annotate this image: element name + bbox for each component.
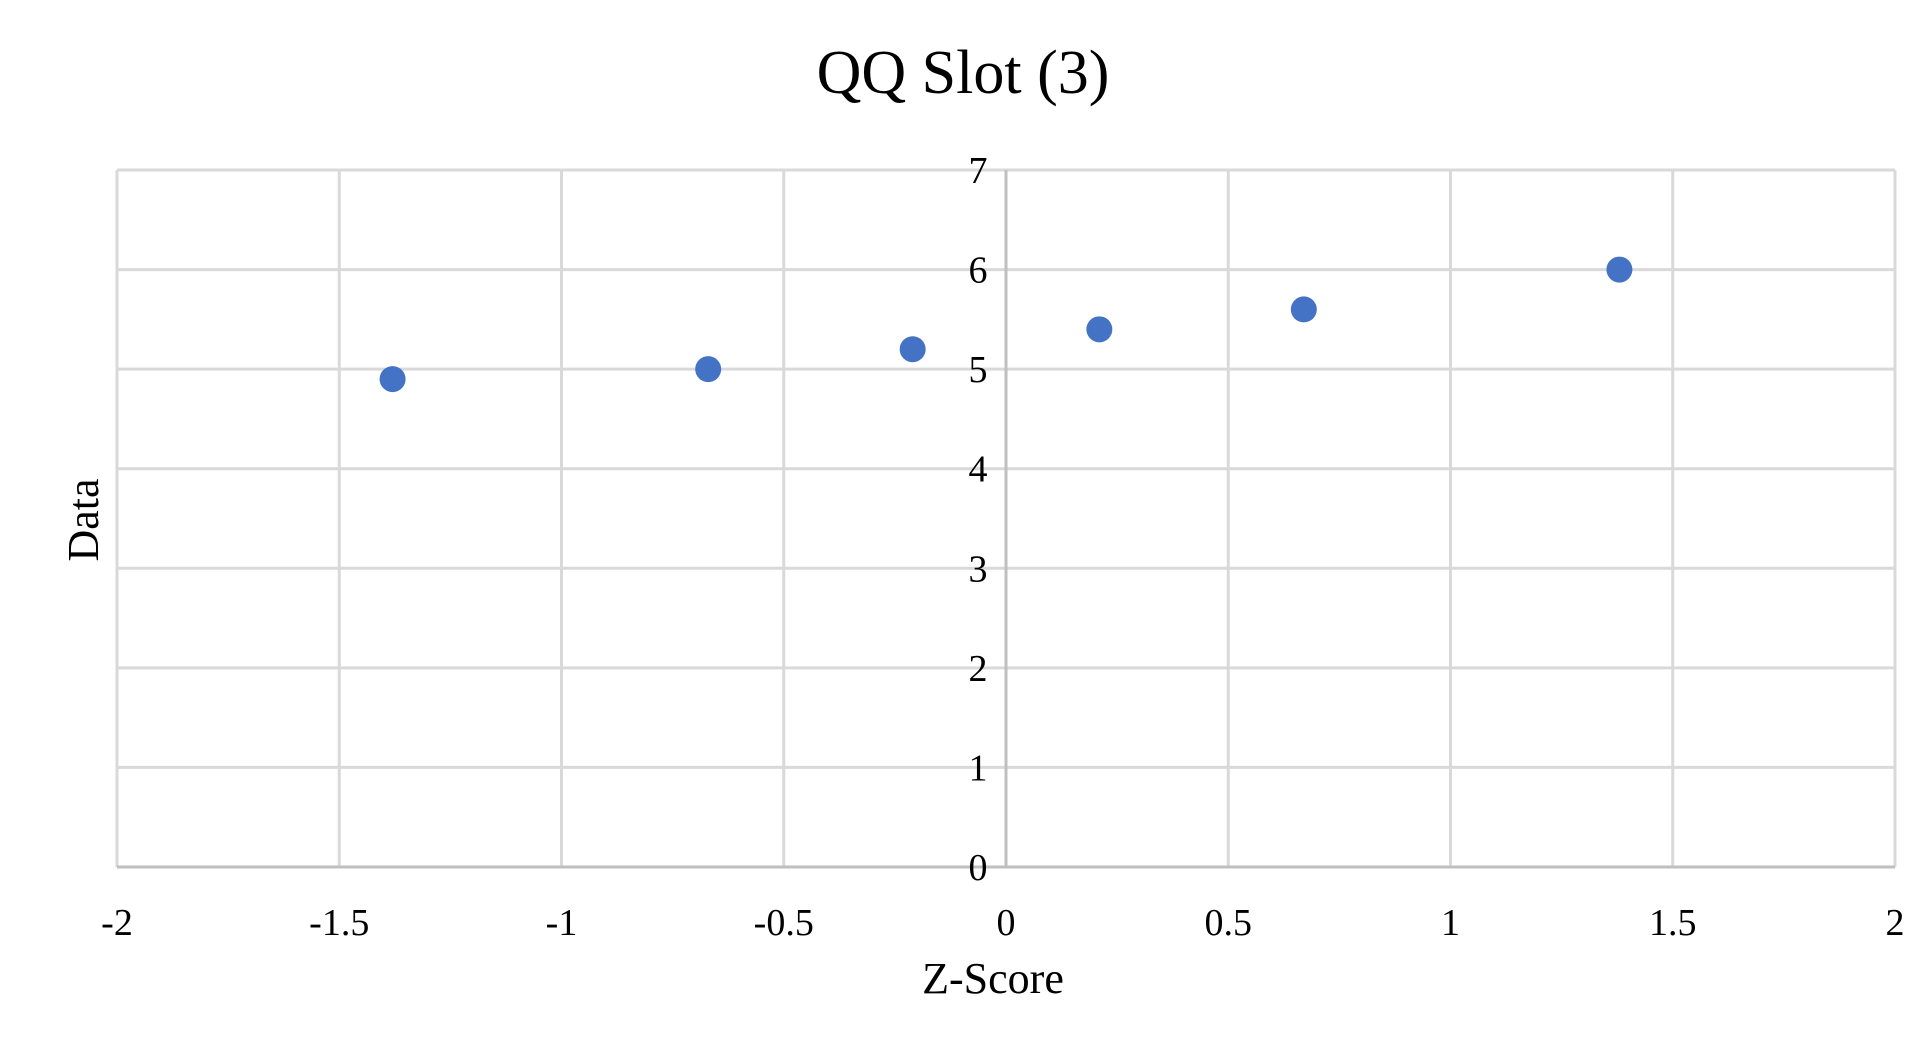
x-axis-title: Z-Score bbox=[922, 954, 1064, 1003]
y-tick-label: 6 bbox=[969, 250, 988, 292]
data-point bbox=[1606, 256, 1633, 283]
data-point bbox=[899, 336, 926, 363]
x-tick-label: 1 bbox=[1441, 902, 1460, 944]
data-point bbox=[1086, 316, 1113, 343]
y-tick-label: 1 bbox=[969, 747, 988, 789]
x-tick-label: 0.5 bbox=[1205, 902, 1253, 944]
x-tick-label: -1 bbox=[546, 902, 578, 944]
x-tick-label: 2 bbox=[1886, 902, 1905, 944]
data-points bbox=[379, 256, 1633, 393]
x-tick-label: -0.5 bbox=[754, 902, 814, 944]
y-tick-label: 5 bbox=[969, 349, 988, 391]
x-tick-label: -1.5 bbox=[309, 902, 369, 944]
y-tick-label: 4 bbox=[969, 449, 988, 491]
data-point bbox=[379, 366, 406, 393]
x-tick-label: -2 bbox=[101, 902, 133, 944]
y-tick-label: 7 bbox=[969, 150, 988, 192]
x-tick-label: 0 bbox=[997, 902, 1016, 944]
tick-labels: 0 1 2 3 4 5 6 7 -2 -1.5 -1 -0.5 0 0.5 1 1.5 2 bbox=[101, 150, 1904, 944]
chart-title: QQ Slot (3) bbox=[817, 39, 1110, 107]
data-point bbox=[1290, 296, 1317, 323]
y-axis-title: Data bbox=[59, 478, 108, 561]
axes bbox=[117, 170, 1895, 869]
y-tick-label: 0 bbox=[969, 847, 988, 889]
y-tick-label: 3 bbox=[969, 548, 988, 590]
data-point bbox=[695, 356, 722, 383]
x-tick-label: 1.5 bbox=[1649, 902, 1697, 944]
y-tick-label: 2 bbox=[969, 648, 988, 690]
